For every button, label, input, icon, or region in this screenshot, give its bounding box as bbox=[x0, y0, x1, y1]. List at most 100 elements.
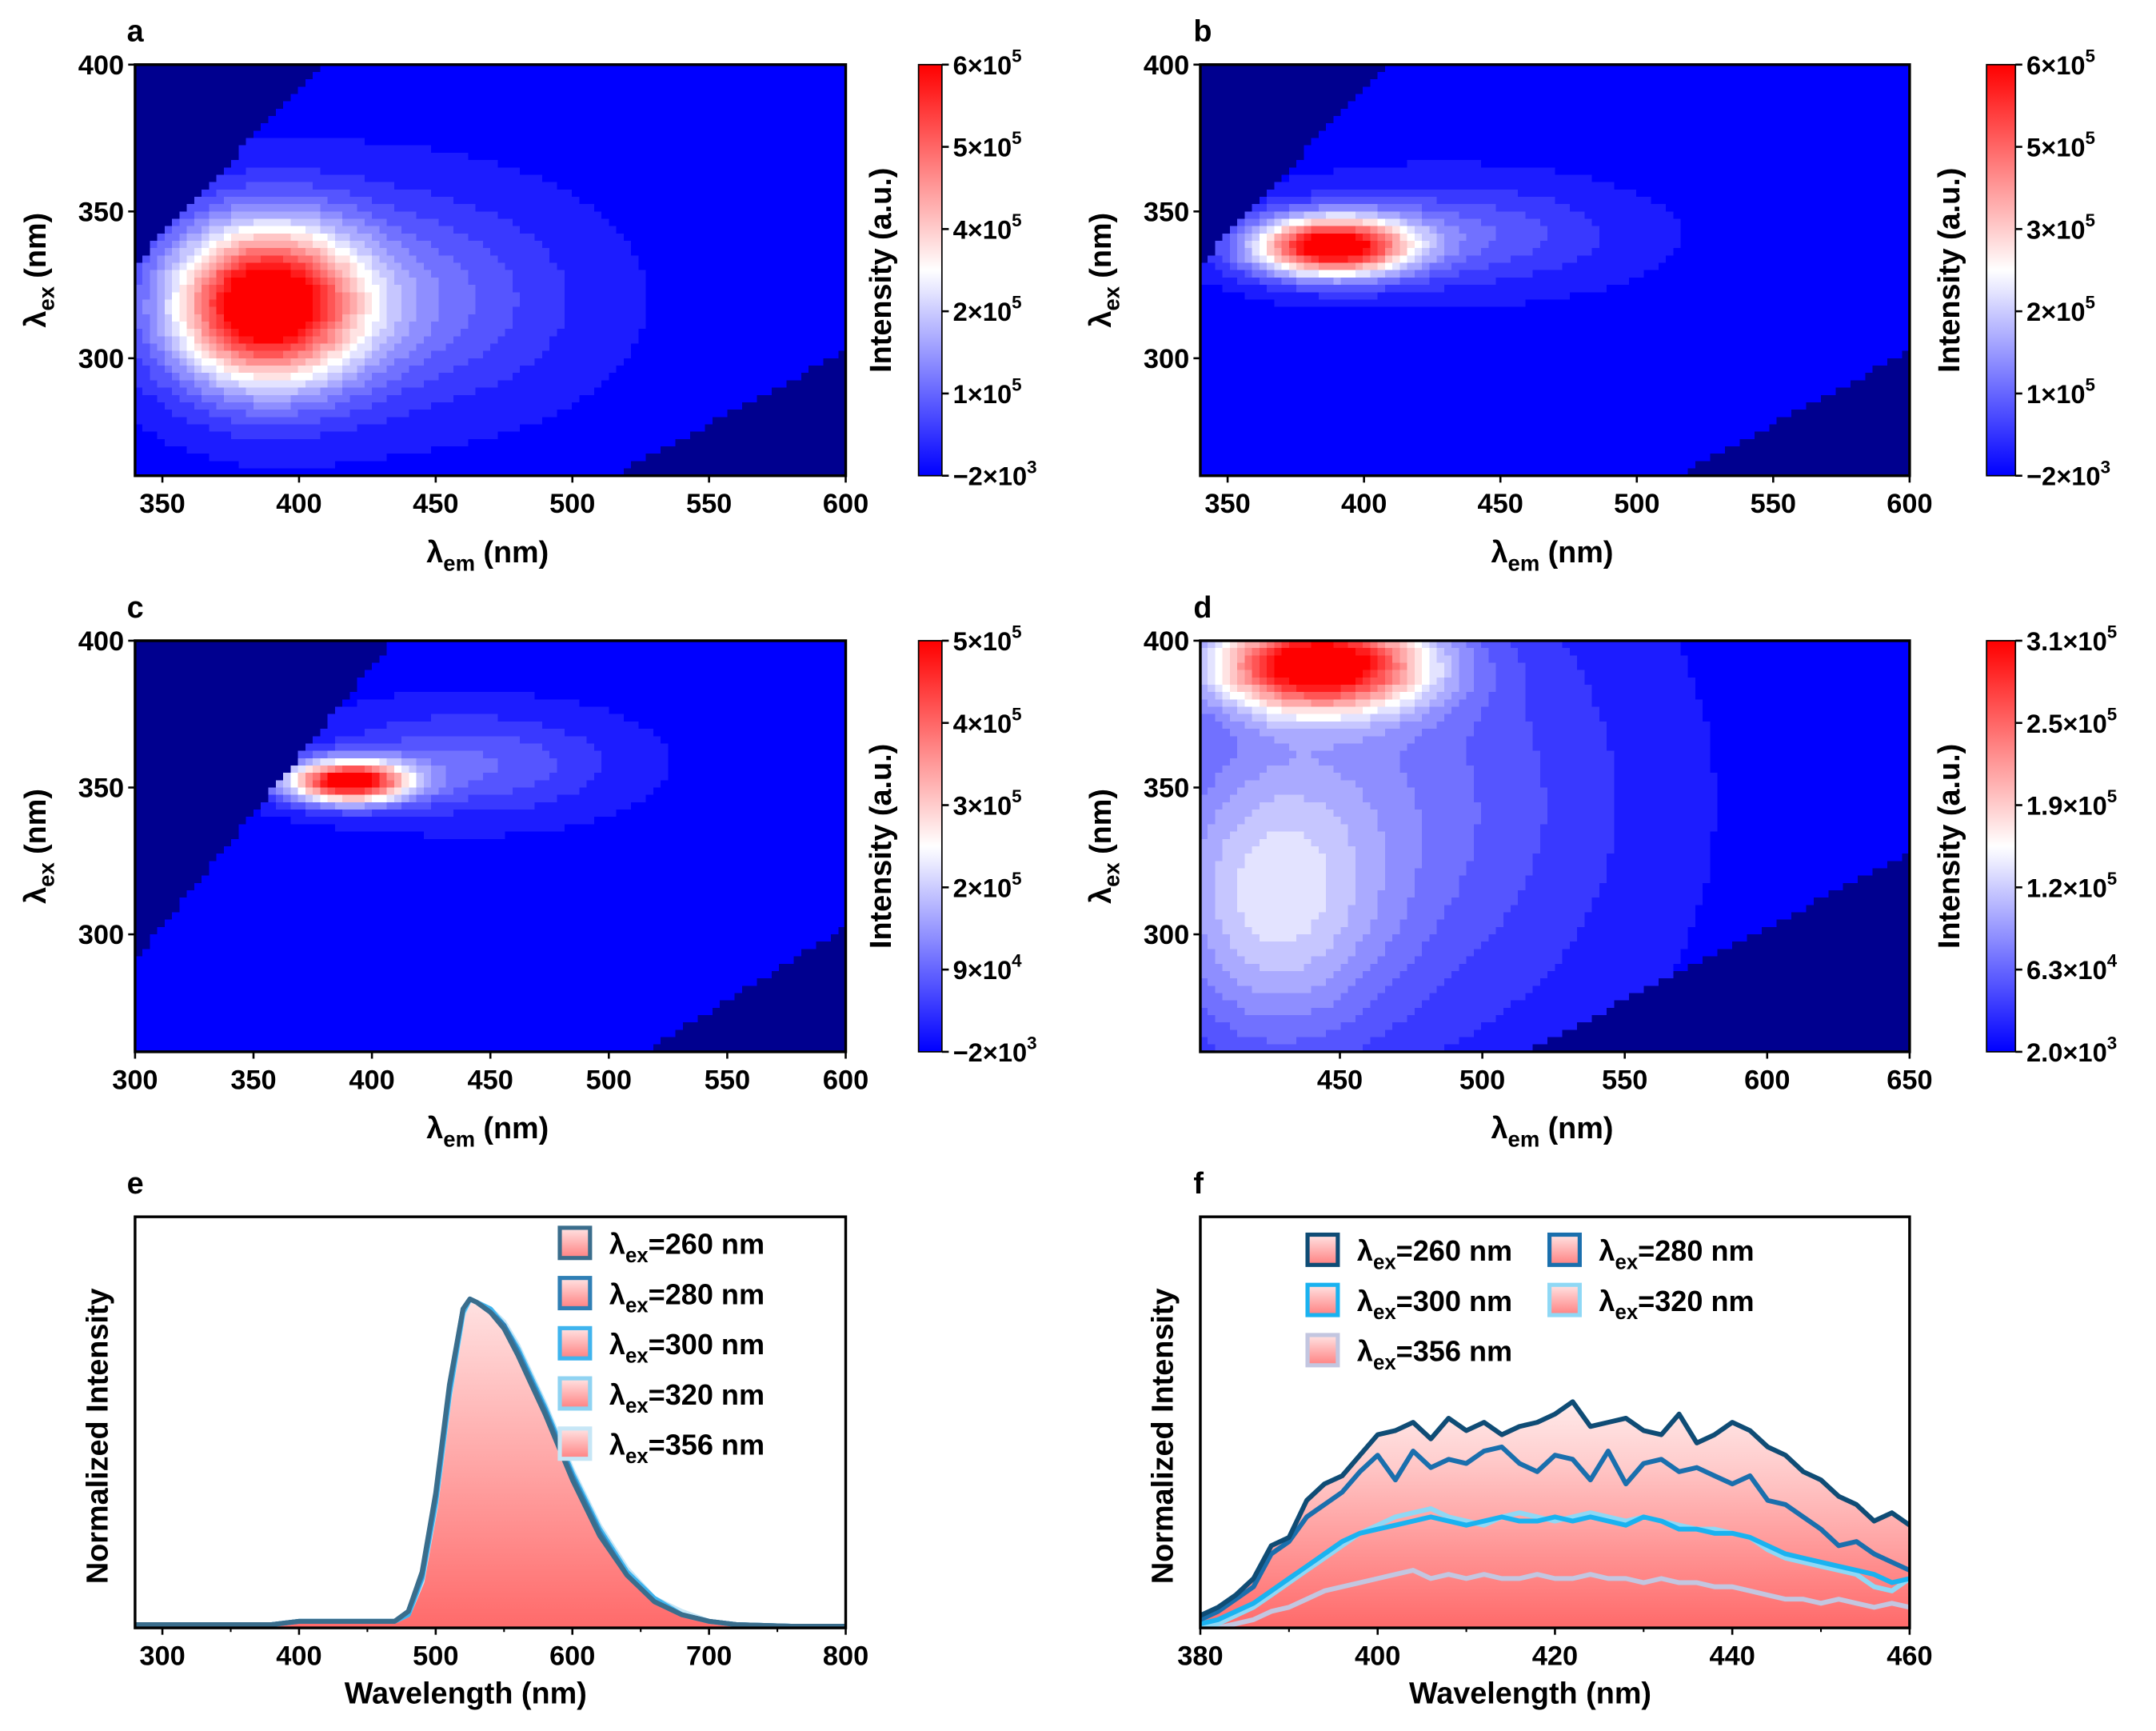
heatmap-cell bbox=[527, 410, 536, 418]
heatmap-cell bbox=[468, 431, 477, 440]
heatmap-cell bbox=[749, 373, 758, 382]
heatmap-cell bbox=[631, 196, 640, 206]
heatmap-cell bbox=[238, 410, 247, 418]
heatmap-cell bbox=[564, 402, 573, 411]
heatmap-cell bbox=[172, 431, 181, 440]
heatmap-cell bbox=[609, 189, 617, 198]
heatmap-cell bbox=[520, 424, 529, 433]
heatmap-cell bbox=[453, 94, 462, 102]
heatmap-cell bbox=[668, 417, 677, 426]
heatmap-cell bbox=[734, 174, 743, 183]
heatmap-cell bbox=[490, 446, 499, 455]
heatmap-cell bbox=[764, 130, 773, 139]
heatmap-cell bbox=[423, 446, 433, 455]
heatmap-cell bbox=[194, 270, 203, 278]
heatmap-cell bbox=[401, 270, 410, 278]
heatmap-cell bbox=[705, 417, 713, 426]
heatmap-cell bbox=[727, 424, 736, 433]
heatmap-cell bbox=[475, 299, 484, 308]
heatmap-cell bbox=[623, 241, 633, 250]
heatmap-cell bbox=[468, 152, 477, 162]
heatmap-cell bbox=[275, 255, 285, 264]
heatmap-cell bbox=[423, 196, 433, 206]
heatmap-cell bbox=[401, 358, 410, 367]
heatmap-cell bbox=[682, 410, 692, 418]
heatmap-cell bbox=[601, 174, 610, 183]
heatmap-cell bbox=[741, 343, 751, 352]
heatmap-cell bbox=[490, 343, 499, 352]
heatmap-cell bbox=[505, 402, 514, 411]
heatmap-cell bbox=[727, 233, 736, 242]
heatmap-cell bbox=[275, 446, 285, 455]
heatmap-cell bbox=[372, 350, 381, 359]
heatmap-cell bbox=[490, 189, 499, 198]
heatmap-cell bbox=[216, 358, 226, 367]
heatmap-cell bbox=[202, 248, 210, 257]
heatmap-cell bbox=[179, 145, 188, 154]
heatmap-cell bbox=[327, 152, 336, 162]
heatmap-cell bbox=[705, 255, 713, 264]
heatmap-cell bbox=[490, 299, 499, 308]
heatmap-cell bbox=[542, 336, 551, 345]
heatmap-cell bbox=[431, 424, 440, 433]
heatmap-cell bbox=[416, 241, 425, 250]
heatmap-cell bbox=[741, 394, 751, 403]
heatmap-cell bbox=[194, 101, 203, 110]
heatmap-cell bbox=[342, 218, 351, 227]
heatmap-cell bbox=[609, 101, 617, 110]
heatmap-cell bbox=[283, 285, 292, 294]
heatmap-cell bbox=[423, 204, 433, 213]
heatmap-cell bbox=[779, 343, 788, 352]
heatmap-cell bbox=[579, 373, 588, 382]
heatmap-cell bbox=[572, 417, 581, 426]
heatmap-cell bbox=[202, 431, 210, 440]
heatmap-cell bbox=[445, 292, 454, 301]
heatmap-cell bbox=[720, 241, 729, 250]
heatmap-cell bbox=[557, 336, 565, 345]
heatmap-cell bbox=[668, 160, 677, 169]
heatmap-cell bbox=[157, 438, 166, 448]
heatmap-cell bbox=[223, 285, 233, 294]
heatmap-cell bbox=[505, 116, 514, 125]
heatmap-cell bbox=[505, 167, 514, 176]
heatmap-cell bbox=[705, 116, 713, 125]
heatmap-cell bbox=[283, 343, 292, 352]
heatmap-cell bbox=[512, 196, 521, 206]
heatmap-cell bbox=[505, 196, 514, 206]
heatmap-cell bbox=[386, 350, 395, 359]
heatmap-cell bbox=[231, 79, 240, 88]
heatmap-cell bbox=[423, 431, 433, 440]
heatmap-cell bbox=[157, 116, 166, 125]
heatmap-cell bbox=[572, 241, 581, 250]
heatmap-cell bbox=[253, 204, 262, 213]
heatmap-cell bbox=[327, 138, 336, 146]
heatmap-cell bbox=[268, 262, 277, 271]
heatmap-cell bbox=[313, 101, 321, 110]
heatmap-cell bbox=[520, 314, 529, 323]
heatmap-cell bbox=[305, 438, 314, 448]
heatmap-cell bbox=[179, 79, 188, 88]
heatmap-cell bbox=[579, 336, 588, 345]
heatmap-cell bbox=[334, 299, 344, 308]
heatmap-cell bbox=[482, 336, 492, 345]
heatmap-cell bbox=[542, 130, 551, 139]
heatmap-cell bbox=[601, 189, 610, 198]
heatmap-cell bbox=[268, 71, 277, 81]
heatmap-cell bbox=[623, 417, 633, 426]
heatmap-cell bbox=[393, 431, 403, 440]
heatmap-cell bbox=[157, 410, 166, 418]
heatmap-cell bbox=[705, 71, 713, 81]
heatmap-cell bbox=[734, 373, 743, 382]
heatmap-cell bbox=[142, 101, 151, 110]
heatmap-cell bbox=[334, 174, 344, 183]
heatmap-cell bbox=[194, 130, 203, 139]
heatmap-cell bbox=[445, 182, 454, 190]
heatmap-cell bbox=[357, 270, 365, 278]
heatmap-cell bbox=[675, 394, 684, 403]
heatmap-cell bbox=[749, 248, 758, 257]
heatmap-cell bbox=[757, 130, 765, 139]
heatmap-cell bbox=[372, 329, 381, 338]
heatmap-cell bbox=[297, 160, 306, 169]
heatmap-cell bbox=[764, 336, 773, 345]
heatmap-cell bbox=[261, 218, 270, 227]
